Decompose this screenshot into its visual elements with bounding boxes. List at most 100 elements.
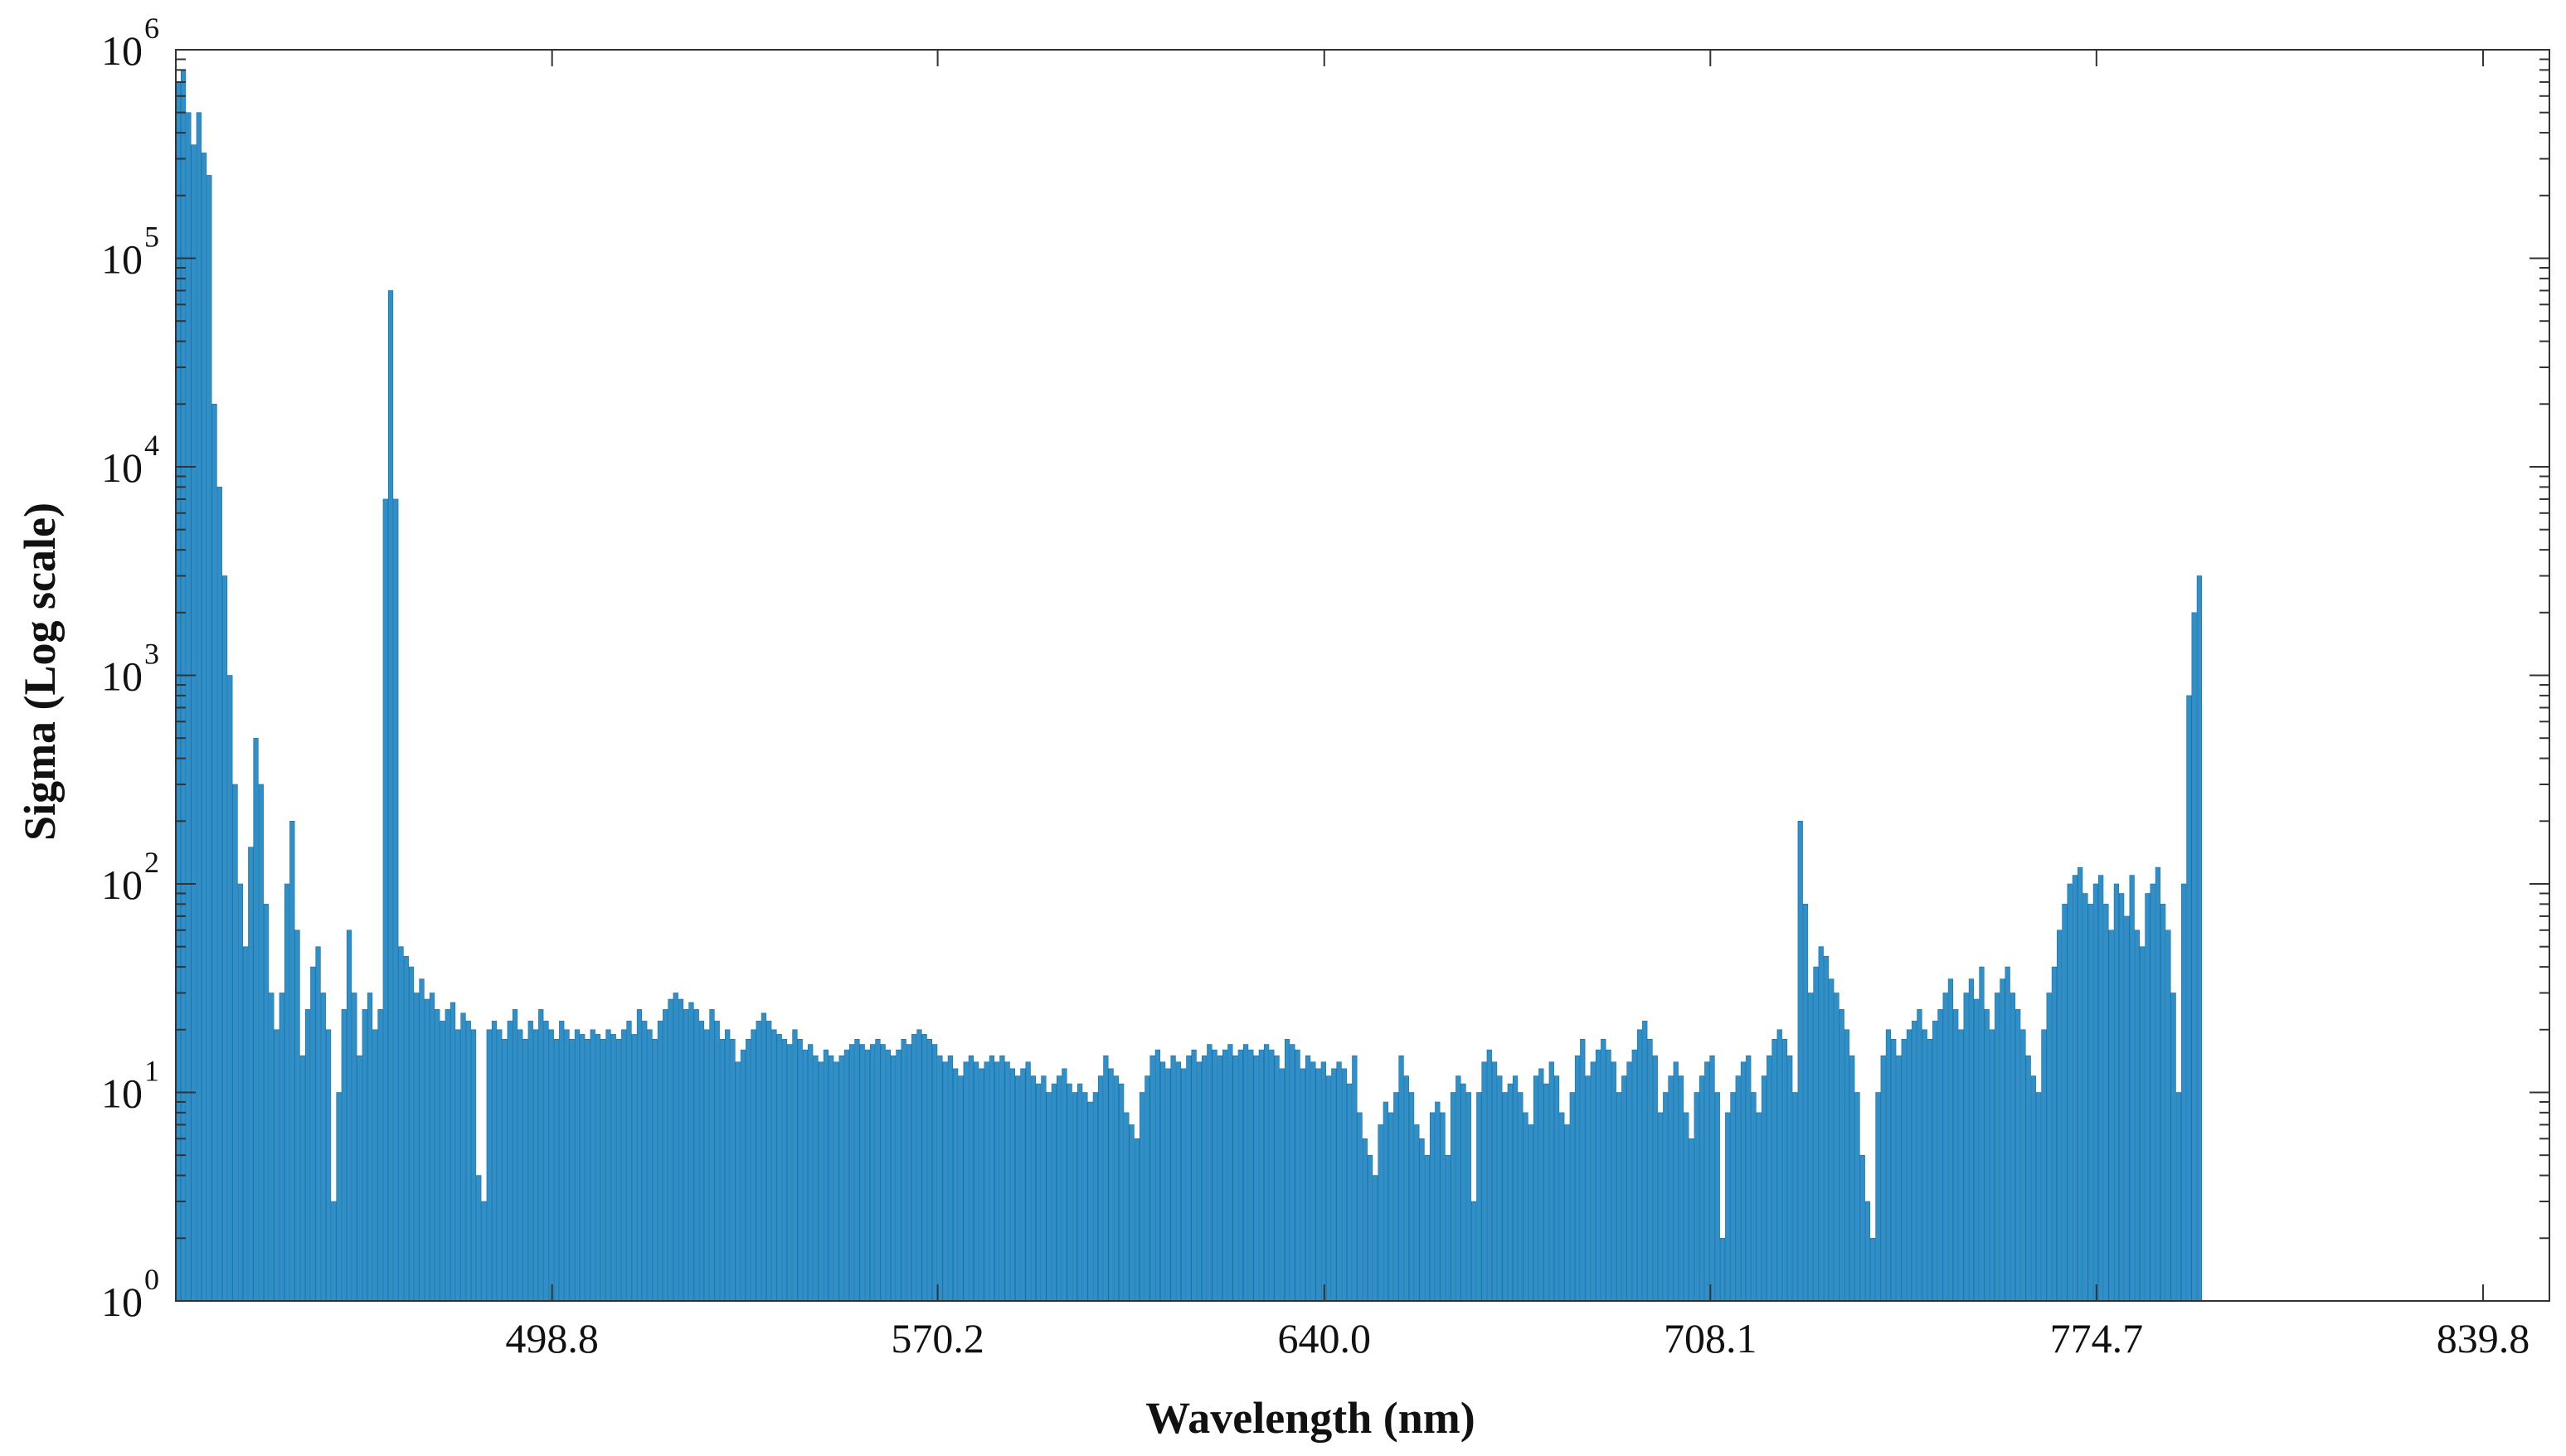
bar — [1767, 1055, 1772, 1302]
bar — [823, 1049, 829, 1302]
bar — [403, 955, 409, 1302]
bar — [1403, 1075, 1409, 1302]
bar — [1154, 1049, 1160, 1302]
bar — [885, 1049, 892, 1302]
bar — [926, 1039, 933, 1302]
y-tick-exponent: 5 — [144, 221, 159, 254]
bar — [1740, 1061, 1747, 1302]
bar — [2087, 904, 2093, 1302]
bar — [615, 1039, 622, 1302]
bar — [2119, 893, 2125, 1302]
bar — [849, 1044, 855, 1302]
bar — [2072, 875, 2078, 1302]
bar — [1719, 1237, 1726, 1302]
bar — [502, 1039, 508, 1302]
bar — [1979, 966, 1985, 1302]
bar — [1108, 1068, 1114, 1302]
bar — [1601, 1039, 1606, 1302]
bar — [756, 1021, 761, 1302]
bar — [916, 1029, 922, 1302]
bar — [714, 1021, 720, 1302]
bar — [512, 1009, 518, 1302]
bar — [211, 403, 217, 1302]
bar — [1543, 1083, 1549, 1302]
bar — [1880, 1055, 1886, 1302]
bar — [921, 1034, 927, 1302]
bar — [1901, 1039, 1907, 1302]
bar — [207, 175, 212, 1302]
bar — [1885, 1029, 1892, 1302]
bar — [989, 1055, 995, 1302]
bar — [1746, 1055, 1752, 1302]
bar — [1725, 1112, 1731, 1302]
bar — [813, 1055, 819, 1302]
bar — [408, 966, 415, 1302]
bar — [740, 1049, 746, 1302]
bar — [1621, 1075, 1627, 1302]
bar — [709, 1009, 715, 1302]
bar — [1258, 1049, 1264, 1302]
bar — [1647, 1039, 1653, 1302]
bar — [2067, 883, 2073, 1302]
bar — [2051, 966, 2058, 1302]
bar — [663, 1009, 668, 1302]
bar — [460, 1012, 466, 1302]
bar — [1684, 1112, 1689, 1302]
bar — [1802, 904, 1809, 1302]
bar — [201, 153, 207, 1302]
bar — [864, 1049, 871, 1302]
bar — [564, 1029, 570, 1302]
bar — [2000, 978, 2005, 1302]
y-tick-label: 10 — [101, 27, 143, 74]
bar — [647, 1029, 653, 1302]
bar — [2005, 966, 2010, 1302]
bar — [1476, 1092, 1482, 1302]
bar — [678, 998, 684, 1302]
bar — [553, 1039, 560, 1302]
bar — [642, 1021, 648, 1302]
bar — [1098, 1075, 1104, 1302]
x-tick-label: 498.8 — [505, 1315, 599, 1361]
bar — [2196, 575, 2203, 1302]
bar — [1248, 1049, 1254, 1302]
bar — [1025, 1061, 1031, 1302]
bar — [2175, 1092, 2182, 1302]
bar — [1673, 1061, 1679, 1302]
bar — [1222, 1049, 1228, 1302]
bar — [1440, 1112, 1446, 1302]
bar — [590, 1029, 595, 1302]
bar — [1180, 1068, 1187, 1302]
bar — [2191, 612, 2197, 1302]
bar — [357, 1055, 362, 1302]
bar — [279, 993, 284, 1302]
bar — [1134, 1138, 1140, 1302]
bar — [186, 112, 192, 1302]
bar — [999, 1055, 1005, 1302]
bar — [465, 1021, 471, 1302]
bar — [352, 993, 357, 1302]
bar — [2025, 1055, 2031, 1302]
bar — [1538, 1068, 1544, 1302]
bar — [1414, 1124, 1420, 1302]
bar — [833, 1061, 839, 1302]
bar — [548, 1029, 554, 1302]
bar — [1574, 1055, 1581, 1302]
x-tick-label: 640.0 — [1278, 1315, 1372, 1361]
bar — [2041, 1029, 2047, 1302]
bar — [393, 498, 399, 1302]
bar — [470, 1029, 477, 1302]
bar — [947, 1055, 954, 1302]
bar — [435, 1009, 440, 1302]
bar — [2046, 993, 2052, 1302]
bar — [1896, 1055, 1902, 1302]
bar — [1922, 1029, 1927, 1302]
bar — [1009, 1068, 1016, 1302]
bar — [1523, 1112, 1528, 1302]
bar — [1616, 1092, 1622, 1302]
bar — [683, 1009, 689, 1302]
bar — [522, 1039, 528, 1302]
y-axis-title: Sigma (Log scale) — [15, 502, 65, 841]
bar — [1668, 1075, 1674, 1302]
bar — [1564, 1124, 1570, 1302]
